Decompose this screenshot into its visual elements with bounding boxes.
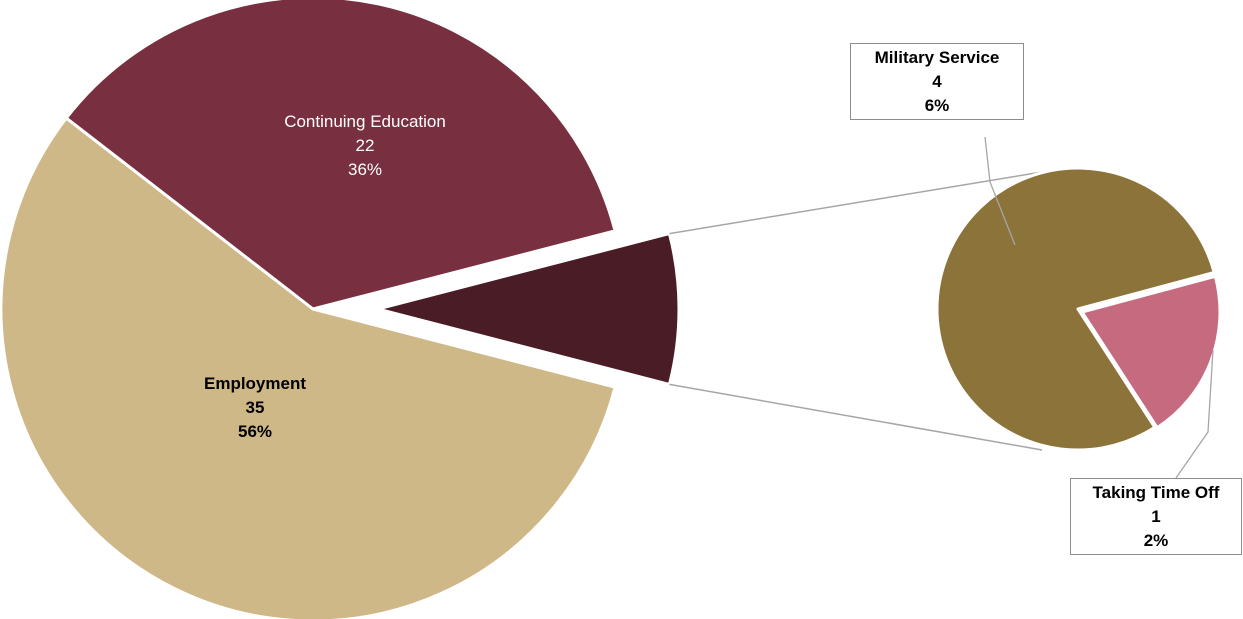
connector-lines (669, 171, 1043, 451)
callout-label-taking-time-off: Taking Time Off 1 2% (1070, 478, 1242, 556)
slice-label-name: Continuing Education (284, 112, 446, 131)
callout-leaders (984, 136, 1214, 479)
main-pie (0, 0, 681, 619)
pie-slice-other (376, 232, 681, 386)
leader-line-military-service (984, 136, 1016, 246)
slice-label-percent: 56% (237, 421, 273, 441)
slice-label-value: 22 (355, 135, 375, 155)
secondary-pie-slice-military-service (935, 166, 1216, 452)
slice-label-continuing-education: Continuing Education 22 36% (215, 110, 515, 181)
connector-line-top (669, 171, 1043, 235)
callout-label-military-service: Military Service 4 6% (850, 43, 1024, 121)
slice-label-percent: 36% (347, 159, 383, 179)
connector-line-bottom (669, 383, 1043, 451)
slice-label-percent: 6% (924, 95, 950, 115)
slice-label-percent: 2% (1143, 530, 1169, 550)
slice-label-employment: Employment 35 56% (155, 372, 355, 443)
slice-label-name: Employment (203, 374, 307, 393)
secondary-pie (935, 166, 1222, 452)
slice-label-value: 4 (932, 71, 942, 91)
leader-line-taking-time-off (1175, 349, 1214, 479)
secondary-pie-slice-taking-time-off (1080, 274, 1222, 430)
slice-label-name: Taking Time Off (1092, 483, 1220, 502)
slice-label-value: 35 (245, 397, 265, 417)
pie-slice-continuing-education (64, 0, 617, 311)
pie-slice-employment (0, 116, 617, 619)
slice-label-value: 1 (1151, 506, 1161, 526)
slice-label-name: Military Service (874, 48, 1000, 67)
